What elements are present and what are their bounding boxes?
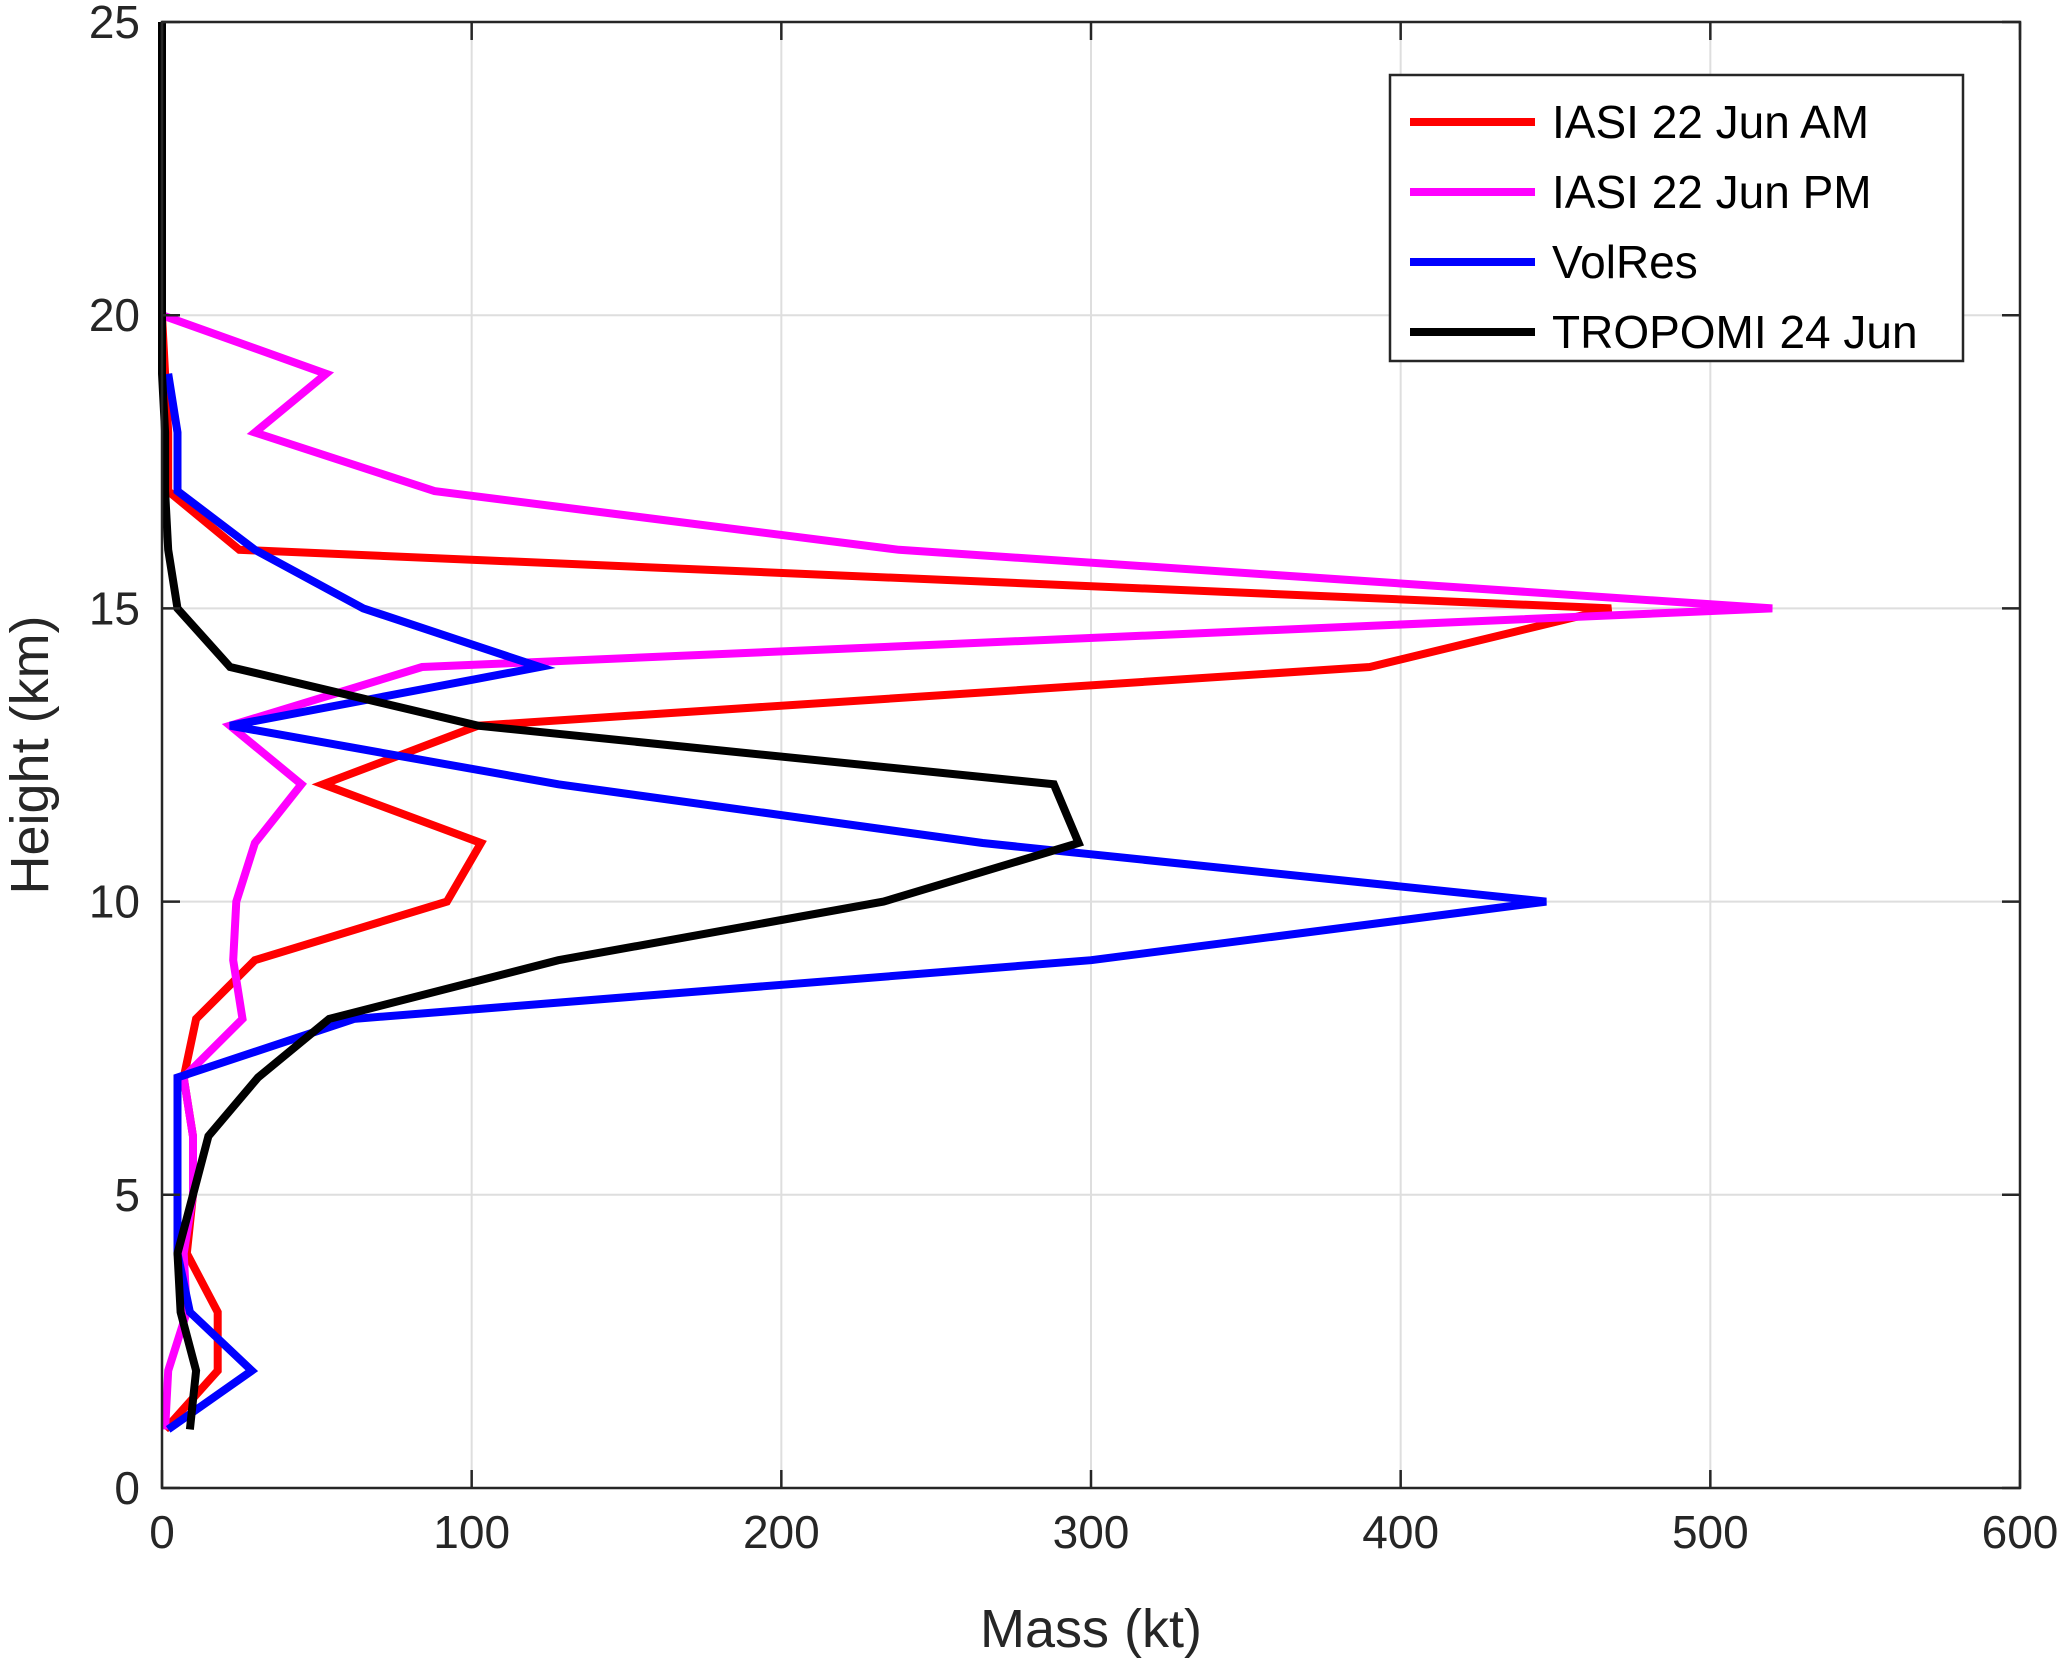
- legend-label-1: IASI 22 Jun PM: [1552, 166, 1872, 218]
- x-tick-label: 500: [1672, 1506, 1749, 1558]
- y-tick-label: 10: [89, 876, 140, 928]
- x-tick-label: 100: [433, 1506, 510, 1558]
- x-tick-label: 200: [743, 1506, 820, 1558]
- x-axis-title: Mass (kt): [980, 1599, 1202, 1659]
- y-axis-title: Height (km): [0, 615, 60, 894]
- legend: IASI 22 Jun AM IASI 22 Jun PM VolRes TROPOM…: [1388, 73, 1965, 363]
- y-tick-label: 0: [114, 1462, 140, 1514]
- legend-label-2: VolRes: [1552, 236, 1698, 288]
- x-tick-label: 400: [1362, 1506, 1439, 1558]
- legend-label-3: TROPOMI 24 Jun: [1552, 306, 1918, 358]
- x-tick-label: 300: [1053, 1506, 1130, 1558]
- x-tick-label: 0: [149, 1506, 175, 1558]
- y-tick-label: 5: [114, 1169, 140, 1221]
- series-line-1: [160, 311, 1773, 1430]
- y-tick-label: 25: [89, 0, 140, 48]
- y-tick-label: 15: [89, 582, 140, 634]
- ticks: 0 100 200 300 400 500 600 0 5 10 15 20 25: [89, 0, 2059, 1558]
- x-tick-label: 600: [1982, 1506, 2059, 1558]
- y-tick-label: 20: [89, 289, 140, 341]
- legend-label-0: IASI 22 Jun AM: [1552, 96, 1869, 148]
